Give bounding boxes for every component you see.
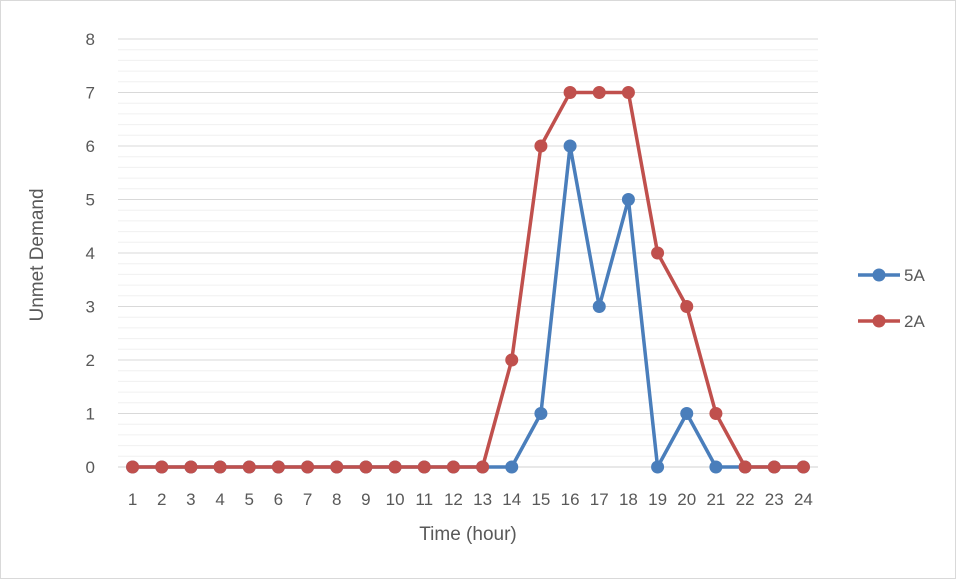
- y-tick-label: 0: [86, 458, 95, 477]
- x-tick-label: 18: [619, 490, 638, 509]
- x-tick-label: 12: [444, 490, 463, 509]
- y-axis-title: Unmet Demand: [27, 188, 48, 321]
- y-tick-label: 4: [86, 244, 95, 263]
- data-point-2A: [767, 460, 781, 474]
- series-2A: [126, 86, 810, 474]
- x-tick-label: 24: [794, 490, 813, 509]
- x-tick-label: 14: [502, 490, 521, 509]
- data-point-5A: [680, 407, 694, 420]
- x-tick-label: 11: [415, 490, 433, 509]
- data-point-2A: [680, 300, 694, 313]
- data-point-2A: [417, 460, 431, 474]
- x-tick-label: 23: [765, 490, 784, 509]
- data-point-2A: [330, 460, 344, 474]
- data-point-2A: [476, 460, 490, 474]
- series-line-2A: [130, 90, 806, 469]
- data-point-2A: [738, 460, 752, 474]
- x-axis-tick-labels: 1 2 3 4 5 6 7 8 9 10 11 12 13 14 15 16 17 18 19 20 21 22 23 24: [128, 490, 813, 509]
- data-point-5A: [505, 460, 519, 474]
- data-point-2A: [213, 460, 227, 474]
- series-layer: [126, 86, 810, 474]
- x-tick-label: 2: [157, 490, 166, 509]
- x-tick-label: 4: [215, 490, 224, 509]
- y-tick-label: 7: [86, 84, 95, 103]
- data-point-5A: [621, 193, 635, 206]
- x-tick-label: 22: [736, 490, 755, 509]
- legend-marker-2A: [872, 314, 886, 328]
- x-tick-label: 1: [128, 490, 137, 509]
- data-point-2A: [242, 460, 256, 474]
- legend-label-5A: 5A: [904, 266, 925, 285]
- legend: 5A 2A: [858, 266, 925, 331]
- data-point-5A: [651, 460, 665, 474]
- y-tick-label: 2: [86, 351, 95, 370]
- y-tick-label: 8: [86, 30, 95, 49]
- x-tick-label: 20: [677, 490, 696, 509]
- x-tick-label: 16: [561, 490, 580, 509]
- data-point-2A: [534, 139, 548, 153]
- x-tick-label: 3: [186, 490, 195, 509]
- x-tick-label: 13: [473, 490, 492, 509]
- y-tick-label: 1: [86, 405, 95, 424]
- data-point-2A: [271, 460, 285, 474]
- data-point-5A: [534, 407, 548, 420]
- data-point-2A: [184, 460, 198, 474]
- x-tick-label: 6: [274, 490, 283, 509]
- x-tick-label: 15: [531, 490, 550, 509]
- y-tick-label: 3: [86, 298, 95, 317]
- x-tick-label: 21: [706, 490, 725, 509]
- y-axis-tick-labels: 0 1 2 3 4 5 6 7 8: [86, 30, 95, 477]
- data-point-2A: [709, 407, 723, 420]
- data-point-2A: [592, 86, 606, 99]
- data-point-2A: [563, 86, 577, 99]
- data-point-5A: [592, 300, 606, 313]
- x-tick-label: 7: [303, 490, 312, 509]
- x-tick-label: 9: [361, 490, 370, 509]
- data-point-2A: [621, 86, 635, 99]
- y-tick-label: 5: [86, 191, 95, 210]
- data-point-2A: [359, 460, 373, 474]
- x-tick-label: 5: [245, 490, 254, 509]
- data-point-2A: [446, 460, 460, 474]
- data-point-2A: [155, 460, 169, 474]
- data-point-2A: [301, 460, 315, 474]
- y-tick-label: 6: [86, 137, 95, 156]
- minor-gridlines: [118, 49, 818, 457]
- x-tick-label: 17: [590, 490, 609, 509]
- x-tick-label: 19: [648, 490, 667, 509]
- data-point-2A: [388, 460, 402, 474]
- legend-label-2A: 2A: [904, 312, 925, 331]
- data-point-2A: [126, 460, 140, 474]
- x-axis-title: Time (hour): [419, 524, 516, 545]
- legend-marker-5A: [872, 268, 886, 282]
- data-point-2A: [651, 246, 665, 260]
- data-point-2A: [796, 460, 810, 474]
- data-point-5A: [709, 460, 723, 474]
- major-gridlines: [118, 38, 818, 414]
- data-point-2A: [505, 353, 519, 367]
- x-tick-label: 10: [386, 490, 405, 509]
- data-point-5A: [563, 139, 577, 153]
- x-tick-label: 8: [332, 490, 341, 509]
